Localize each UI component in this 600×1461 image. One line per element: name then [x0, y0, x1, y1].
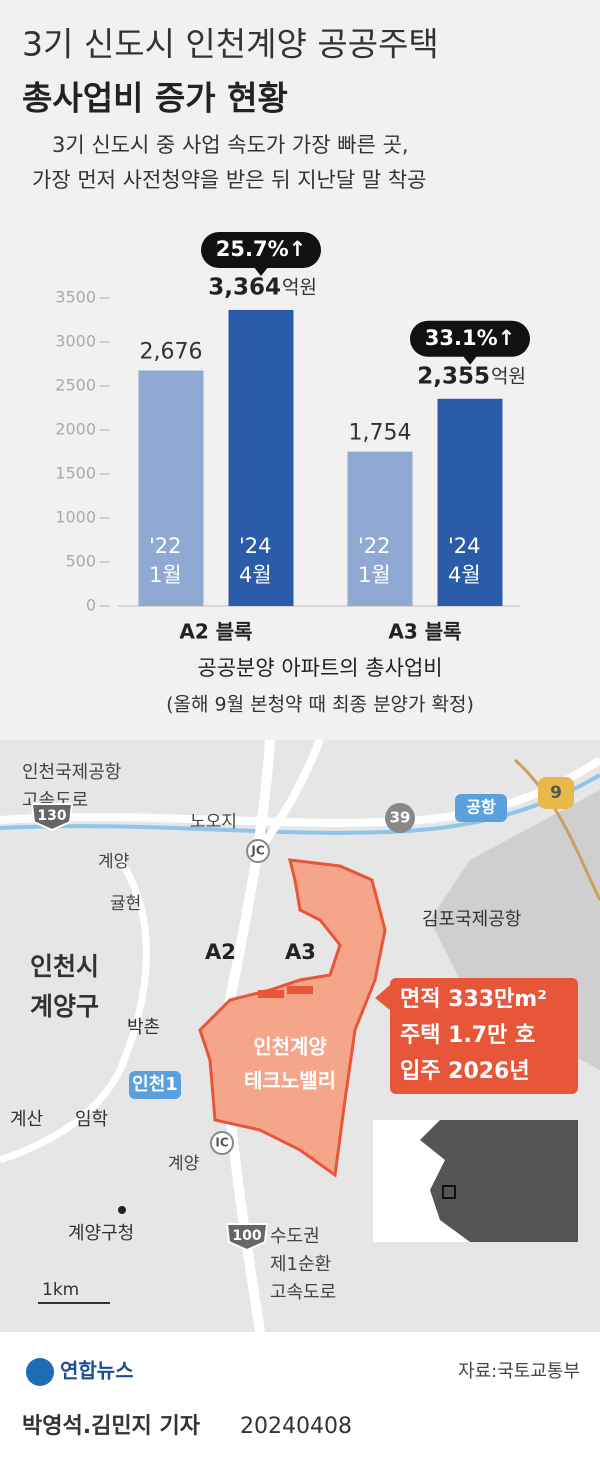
- title: 3기 신도시 인천계양 공공주택: [22, 25, 439, 64]
- junction: [246, 839, 270, 863]
- source: 자료:국토교통부: [458, 1361, 580, 1382]
- value-label: 1,754: [349, 421, 412, 446]
- road: [0, 756, 600, 827]
- map-label: 인천계양: [253, 1035, 327, 1059]
- series-label: '24 4월: [239, 534, 272, 587]
- map-label: 130: [37, 808, 66, 824]
- logo-mark: [26, 1358, 54, 1386]
- map-label: 임학: [75, 1109, 108, 1130]
- footer-bg: [0, 1332, 600, 1461]
- series-label: '22 1월: [358, 534, 391, 587]
- x-axis-title: 공공분양 아파트의 총사업비: [197, 656, 442, 680]
- map-label: 제1순환: [270, 1254, 331, 1275]
- map-label: 100: [232, 1228, 261, 1244]
- map-label: A2: [205, 940, 236, 964]
- y-tick-label: 0: [86, 596, 96, 615]
- byline: 박영석.김민지 기자: [22, 1414, 201, 1439]
- map-label: IC: [215, 1136, 228, 1150]
- y-tick-label: 2000: [55, 420, 96, 439]
- map-label: JC: [250, 844, 264, 858]
- badge-pointer: [253, 265, 269, 276]
- callout-box: [390, 978, 578, 1094]
- callout-text: 주택 1.7만 호: [400, 1023, 535, 1048]
- callout-pointer: [375, 985, 390, 1010]
- map-label: 테크노밸리: [244, 1069, 336, 1093]
- x-tick-label: A2 블록: [179, 620, 252, 644]
- map-label: 공항: [466, 798, 496, 817]
- subtitle: 3기 신도시 중 사업 속도가 가장 빠른 곳,: [52, 133, 409, 157]
- map-label: 인천국제공항: [22, 762, 121, 783]
- map-label: 1km: [42, 1280, 79, 1300]
- route-shield: [225, 1223, 269, 1252]
- series-label: '22 1월: [149, 534, 182, 587]
- series-label: '24 4월: [448, 534, 481, 587]
- poi: [118, 1206, 126, 1214]
- map-label: 귤현: [110, 894, 141, 914]
- y-tick-label: 3000: [55, 332, 96, 351]
- y-tick-label: 1000: [55, 508, 96, 527]
- badge: [410, 320, 530, 357]
- y-tick-label: 2500: [55, 376, 96, 395]
- subtitle: 가장 먼저 사전청약을 받은 뒤 지난달 말 착공: [32, 168, 427, 192]
- value-unit: 억원: [282, 276, 317, 298]
- map: 인천국제공항고속도로130계양귤현노오지JC39공항9김포국제공항인천시계양구A…: [0, 738, 600, 1333]
- map-label: 계양구청: [68, 1223, 134, 1244]
- development-area: [198, 858, 387, 1178]
- map-label: 39: [390, 809, 411, 827]
- bar: [228, 309, 294, 606]
- route-shield: [30, 803, 74, 832]
- map-label: 계양구: [30, 992, 99, 1021]
- note: (올해 9월 본청약 때 최종 분양가 확정): [166, 694, 474, 716]
- annotation: 25.7%↑: [216, 237, 306, 261]
- logo: 연합뉴스: [60, 1359, 134, 1383]
- bar: [347, 451, 413, 606]
- y-tick-label: 3500: [55, 288, 96, 307]
- x-tick-label: A3 블록: [388, 620, 461, 644]
- junction: [210, 1131, 234, 1155]
- inset-marker: [442, 1185, 456, 1199]
- map-label: 김포국제공항: [422, 909, 521, 930]
- value-label: 2,676: [140, 340, 203, 365]
- map-label: 고속도로: [270, 1282, 336, 1303]
- value-label: 3,364: [208, 274, 281, 300]
- railway: [514, 758, 600, 901]
- annotation: 33.1%↑: [425, 326, 515, 350]
- y-tick-label: 500: [65, 552, 96, 571]
- block: [287, 986, 313, 994]
- badge: [201, 231, 321, 268]
- value-unit: 억원: [491, 365, 526, 387]
- callout-text: 입주 2026년: [400, 1059, 530, 1084]
- route-marker: [385, 803, 415, 833]
- y-tick-label: 1500: [55, 464, 96, 483]
- map-label: 계산: [10, 1109, 43, 1130]
- road: [256, 738, 324, 853]
- callout-text: 면적 333만m²: [400, 987, 547, 1012]
- map-label: 계양: [168, 1154, 199, 1174]
- block: [258, 990, 284, 998]
- road: [0, 858, 150, 1164]
- title: 총사업비 증가 현황: [22, 79, 288, 118]
- badge-pointer: [462, 354, 478, 365]
- map-label: 인천시: [30, 952, 99, 981]
- value-label: 2,355: [417, 363, 490, 389]
- route-label-bg: [129, 1071, 181, 1099]
- railway: [0, 773, 600, 835]
- bar: [437, 398, 503, 606]
- map-label: A3: [285, 940, 316, 964]
- date: 20240408: [240, 1414, 352, 1439]
- map-label: 박촌: [127, 1017, 160, 1038]
- bar: [138, 370, 204, 606]
- map-label: 9: [550, 783, 562, 803]
- map-label: 노오지: [190, 812, 237, 832]
- inset-land: [420, 1120, 578, 1242]
- map-label: 계양: [98, 852, 129, 872]
- route-label-bg: [455, 794, 507, 822]
- map-label: 인천1: [132, 1074, 178, 1095]
- map-label: 수도권: [270, 1226, 320, 1247]
- route-label-bg: [538, 777, 574, 809]
